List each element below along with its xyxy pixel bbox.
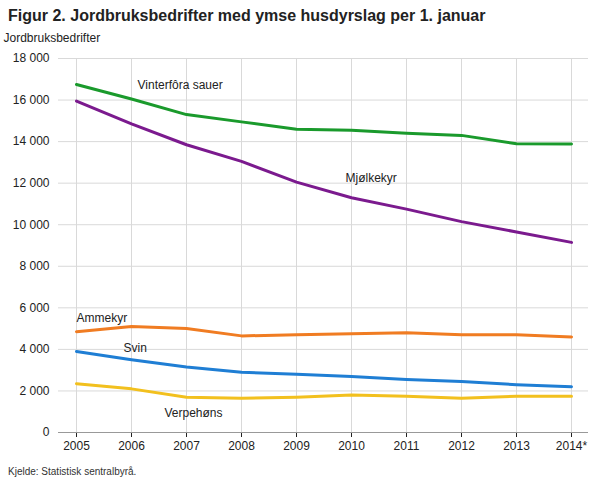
svg-text:4 000: 4 000 [19, 342, 49, 356]
svg-text:2011: 2011 [394, 439, 420, 453]
svg-text:2012: 2012 [448, 439, 475, 453]
svg-text:Jordbruksbedrifter: Jordbruksbedrifter [4, 31, 101, 45]
svg-text:Mjølkekyr: Mjølkekyr [346, 171, 397, 185]
svg-text:6 000: 6 000 [19, 301, 49, 315]
html-text:Figur 2. Jordbruksbedrifter me: Figur 2. Jordbruksbedrifter med ymse hus… [8, 7, 486, 24]
svg-text:Ammekyr: Ammekyr [77, 311, 128, 325]
svg-text:8 000: 8 000 [19, 259, 49, 273]
svg-text:2005: 2005 [63, 439, 90, 453]
svg-text:2006: 2006 [118, 439, 145, 453]
svg-text:2009: 2009 [283, 439, 310, 453]
svg-text:2010: 2010 [338, 439, 365, 453]
svg-text:Vinterfôra sauer: Vinterfôra sauer [138, 78, 223, 92]
svg-text:2014*: 2014* [556, 439, 588, 453]
svg-text:Svin: Svin [124, 341, 147, 355]
svg-text:10 000: 10 000 [13, 218, 50, 232]
svg-text:2 000: 2 000 [19, 384, 49, 398]
svg-text:Verpehøns: Verpehøns [165, 406, 223, 420]
svg-text:18 000: 18 000 [13, 51, 50, 65]
svg-text:2007: 2007 [173, 439, 200, 453]
svg-text:12 000: 12 000 [13, 176, 50, 190]
svg-text:14 000: 14 000 [13, 134, 50, 148]
html-text:Kjelde: Statistisk sentralbyrå: Kjelde: Statistisk sentralbyrå. [8, 466, 137, 477]
svg-text:2008: 2008 [228, 439, 255, 453]
svg-text:2013: 2013 [503, 439, 530, 453]
svg-text:16 000: 16 000 [13, 93, 50, 107]
svg-text:0: 0 [43, 425, 50, 439]
